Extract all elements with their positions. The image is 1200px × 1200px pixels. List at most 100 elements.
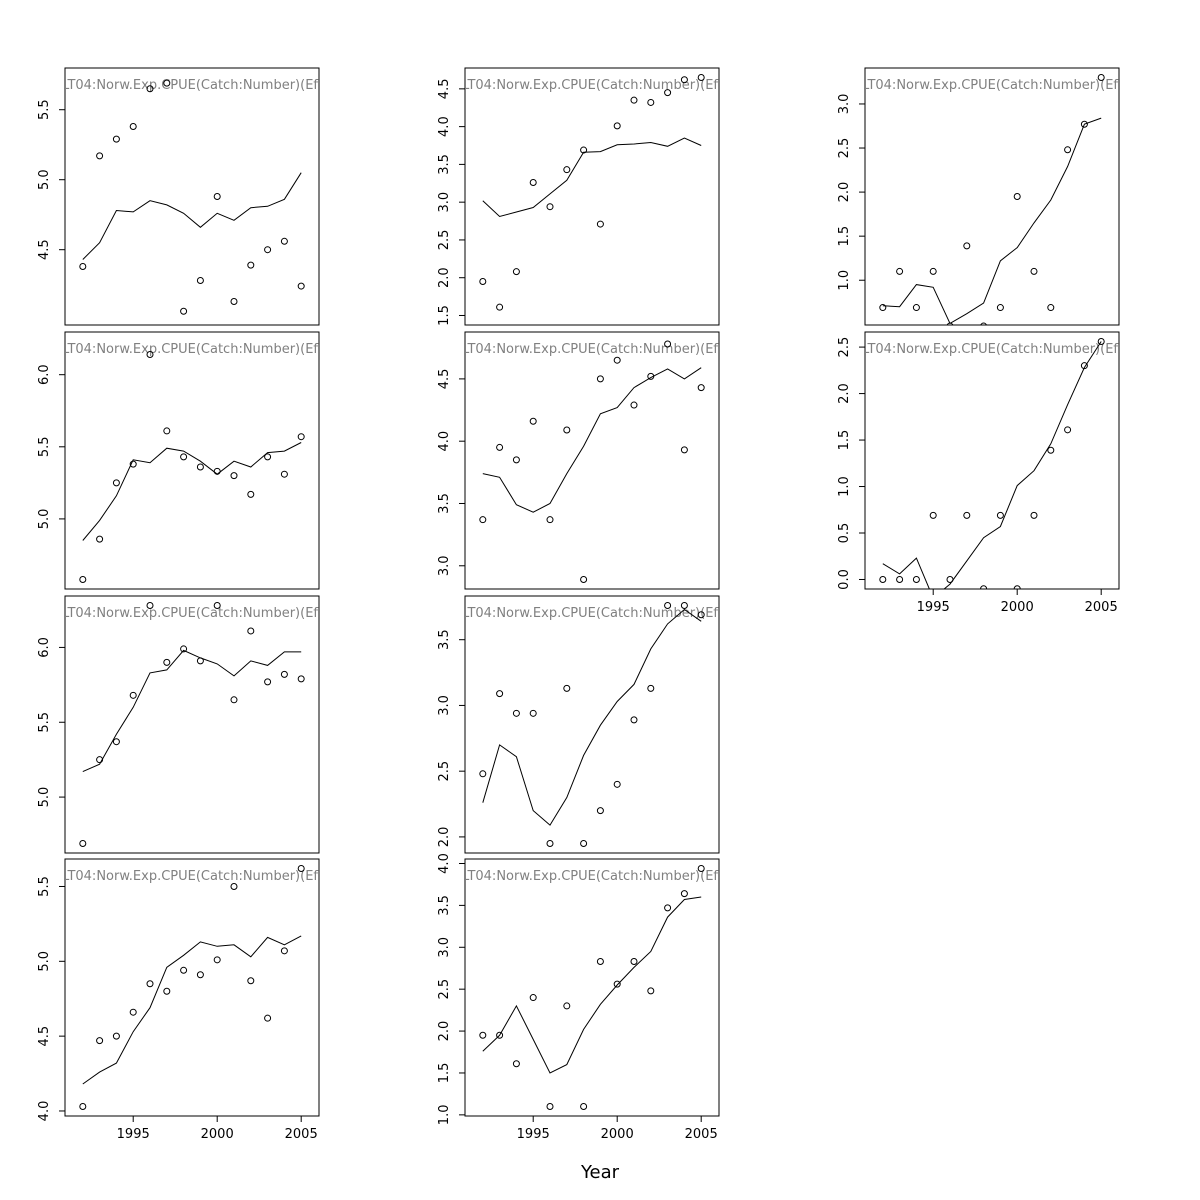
y-axis: 0.0 0.5 1.0 1.5 2.0 2.5 — [837, 337, 866, 590]
observed-point — [580, 1102, 588, 1110]
observed-point — [496, 443, 504, 451]
observed-point — [996, 304, 1004, 312]
observed-point — [912, 575, 920, 583]
fitted-line — [482, 367, 702, 513]
y-tick-label: 2.5 — [837, 337, 852, 358]
panel-title: LT04:Norw.Exp.CPUE(Catch:Number)(Eff — [862, 78, 1123, 93]
observed-point — [512, 1060, 520, 1068]
observed-point — [996, 511, 1004, 519]
y-tick-label: 1.0 — [437, 1105, 452, 1126]
observed-point — [496, 303, 504, 311]
observed-point — [264, 678, 272, 686]
observed-point — [79, 262, 87, 270]
observed-point — [879, 575, 887, 583]
observed-point — [647, 684, 655, 692]
observed-point — [129, 123, 137, 131]
y-axis: 4.0 4.5 5.0 5.5 — [37, 876, 66, 1121]
observed-point — [146, 85, 154, 93]
panel-title: LT04:Norw.Exp.CPUE(Catch:Number)(Eff — [462, 78, 723, 93]
observed-point — [297, 865, 305, 873]
observed-point — [280, 237, 288, 245]
observed-point — [697, 865, 705, 873]
observed-point — [146, 980, 154, 988]
observed-point — [896, 575, 904, 583]
x-axis-label: Year — [580, 1162, 620, 1183]
y-axis: 5.0 5.5 6.0 — [37, 364, 66, 530]
observed-point — [1013, 193, 1021, 200]
observed-point — [112, 738, 120, 746]
plot-frame — [64, 331, 320, 590]
plot-area: LT04:Norw.Exp.CPUE(Catch:Number)(Eff — [65, 78, 319, 315]
panel-title: LT04:Norw.Exp.CPUE(Catch:Number)(Eff — [62, 869, 323, 884]
y-axis: 1.5 2.0 2.5 3.0 3.5 4.0 4.5 — [437, 79, 466, 326]
observed-point — [680, 76, 688, 84]
observed-point — [112, 135, 120, 143]
observed-point — [563, 426, 571, 434]
y-tick-label: 4.5 — [37, 1026, 52, 1047]
observed-point — [630, 958, 638, 966]
y-tick-label: 4.0 — [437, 431, 452, 452]
plot-frame — [64, 595, 320, 854]
observed-point — [1097, 338, 1105, 346]
observed-point — [479, 516, 487, 524]
observed-point — [96, 756, 104, 764]
observed-point — [963, 242, 971, 250]
observed-point — [680, 890, 688, 898]
y-tick-label: 1.5 — [837, 226, 852, 247]
panel-title: LT04:Norw.Exp.CPUE(Catch:Number)(Eff — [62, 606, 323, 621]
y-tick-label: 5.5 — [37, 436, 52, 457]
fitted-line — [82, 442, 302, 541]
y-tick-label: 2.5 — [437, 761, 452, 782]
fitted-line — [482, 608, 702, 826]
plot-frame — [64, 67, 320, 326]
observed-point — [630, 401, 638, 409]
y-tick-label: 4.0 — [437, 853, 452, 874]
plot-frame — [64, 858, 320, 1117]
observed-point — [929, 511, 937, 519]
plot-area: LT04:Norw.Exp.CPUE(Catch:Number)(Eff — [62, 602, 323, 847]
panel-6: 0.0 0.5 1.0 1.5 2.0 2.5 1995 2000 2005 LT04:Norw.… — [837, 331, 1120, 615]
plot-frame — [464, 858, 720, 1117]
panel-10: 1.0 1.5 2.0 2.5 3.0 3.5 4.0 1995 2000 2005 LT04:No… — [437, 853, 720, 1142]
fitted-line — [82, 172, 302, 260]
y-tick-label: 5.0 — [37, 787, 52, 808]
x-tick-label: 1995 — [517, 1127, 550, 1142]
plot-area: LT04:Norw.Exp.CPUE(Catch:Number)(Eff — [65, 342, 319, 583]
observed-point — [79, 575, 87, 583]
observed-point — [963, 511, 971, 519]
observed-point — [580, 146, 588, 154]
observed-point — [946, 575, 954, 583]
observed-point — [647, 372, 655, 380]
observed-point — [247, 627, 255, 635]
observed-point — [1047, 304, 1055, 312]
y-tick-label: 5.5 — [37, 712, 52, 733]
observed-point — [512, 268, 520, 276]
y-tick-label: 5.5 — [37, 99, 52, 120]
y-tick-label: 3.0 — [437, 695, 452, 716]
observed-point — [196, 657, 204, 665]
x-tick-label: 1995 — [117, 1127, 150, 1142]
observed-point — [529, 994, 537, 1002]
y-tick-label: 3.0 — [437, 192, 452, 213]
y-tick-label: 3.0 — [437, 937, 452, 958]
y-axis: 2.0 2.5 3.0 3.5 — [437, 629, 466, 847]
x-tick-label: 1995 — [917, 600, 950, 615]
observed-point — [1047, 446, 1055, 454]
observed-point — [1080, 120, 1088, 128]
observed-point — [213, 602, 221, 610]
observed-point — [512, 456, 520, 464]
y-tick-label: 5.0 — [37, 509, 52, 530]
observed-point — [546, 516, 554, 524]
observed-point — [1013, 585, 1021, 589]
y-tick-label: 0.0 — [837, 569, 852, 590]
observed-point — [96, 152, 104, 160]
observed-point — [79, 1102, 87, 1110]
observed-point — [596, 807, 604, 815]
observed-point — [112, 1032, 120, 1040]
observed-point — [664, 89, 672, 97]
plot-frame — [464, 67, 720, 326]
plot-area: LT04:Norw.Exp.CPUE(Catch:Number)(Eff — [62, 865, 323, 1110]
panel-title: LT04:Norw.Exp.CPUE(Catch:Number)(Eff — [462, 342, 723, 357]
observed-point — [563, 1002, 571, 1010]
observed-point — [180, 453, 188, 461]
